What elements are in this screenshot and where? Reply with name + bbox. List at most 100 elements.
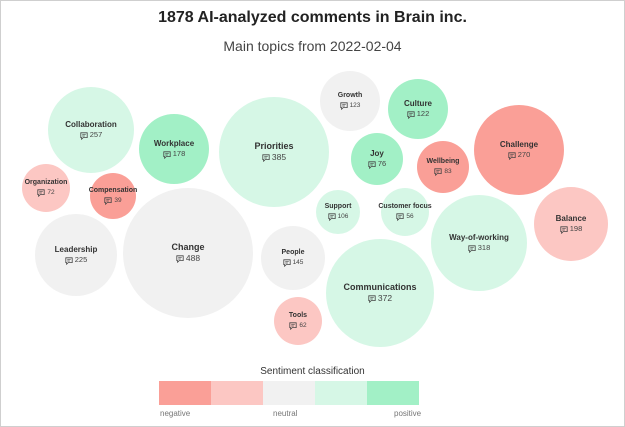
topic-count-value: 270 [517,150,531,160]
topic-bubble-wellbeing[interactable]: Wellbeing 83 [417,141,469,193]
topic-bubble-joy[interactable]: Joy 76 [351,133,403,185]
topic-bubble-customer-focus[interactable]: Customer focus 56 [378,188,432,236]
topic-comment-count: 76 [368,160,386,169]
topic-count-value: 145 [292,259,304,267]
topic-name: Growth [337,91,363,99]
topic-comment-count: 372 [368,294,392,304]
topic-name: People [281,248,305,256]
topic-bubble-culture[interactable]: Culture 122 [388,79,448,139]
topic-count-value: 83 [444,168,452,176]
legend-swatch-slightly-negative[interactable] [211,381,263,405]
topic-comment-count: 122 [407,109,430,119]
topic-count-value: 178 [172,149,186,159]
comment-icon [560,225,568,234]
topic-count-value: 385 [271,152,287,163]
topic-bubble-challenge[interactable]: Challenge 270 [474,105,564,195]
comment-icon [396,213,404,222]
comment-icon [176,255,184,264]
legend-swatch-slightly-positive[interactable] [315,381,367,405]
comment-icon [65,256,73,265]
topic-bubble-collaboration[interactable]: Collaboration 257 [48,87,134,173]
comment-icon [37,189,45,198]
topic-name: Workplace [153,139,195,149]
topic-name: Customer focus [378,202,432,210]
topic-count-value: 225 [74,255,88,265]
topic-bubble-priorities[interactable]: Priorities 385 [219,97,329,207]
comment-icon [80,131,88,140]
comment-icon [289,322,297,331]
topic-bubble-communications[interactable]: Communications 372 [326,239,434,347]
topic-name: Tools [288,311,308,319]
topic-name: Way-of-working [449,233,509,243]
topic-comment-count: 56 [396,213,414,222]
topic-count-value: 198 [569,224,583,234]
comment-icon [407,110,415,119]
page-subtitle: Main topics from 2022-02-04 [223,38,402,54]
page-title: 1878 AI-analyzed comments in Brain inc. [158,9,467,26]
legend-swatch-negative[interactable] [159,381,211,405]
comment-icon [339,102,348,111]
legend-label-negative: negative [160,409,191,418]
topic-comment-count: 72 [37,189,55,198]
topic-comment-count: 257 [80,130,103,140]
topic-bubble-tools[interactable]: Tools 62 [274,297,322,345]
topic-name: Leadership [54,245,98,255]
legend-title: Sentiment classification [260,366,365,377]
comment-icon [327,213,336,222]
topic-comment-count: 488 [176,254,200,264]
topic-bubble-support[interactable]: Support 106 [316,190,360,234]
topic-comment-count: 198 [560,224,583,234]
comment-icon [368,160,376,169]
topic-name: Communications [343,281,417,292]
comment-icon [508,151,516,160]
topic-comment-count: 385 [262,153,286,163]
topic-name: Challenge [499,140,539,150]
topic-comment-count: 225 [65,255,88,265]
topic-count-value: 122 [416,109,430,119]
topic-comment-count: 39 [104,197,122,206]
topic-comment-count: 270 [508,150,531,160]
topic-count-value: 39 [114,197,122,205]
topic-name: Collaboration [65,120,117,130]
comment-icon [262,154,270,163]
topic-count-value: 76 [377,159,387,169]
topic-bubble-workplace[interactable]: Workplace 178 [139,114,209,184]
comment-icon [368,295,376,304]
legend-swatch-positive[interactable] [367,381,419,405]
topic-count-value: 72 [47,189,55,197]
topic-count-value: 62 [299,322,307,330]
comment-icon [468,244,476,253]
topic-comment-count: 145 [282,259,304,268]
topic-count-value: 318 [477,243,491,253]
topic-comment-count: 62 [289,322,307,331]
topic-bubble-people[interactable]: People 145 [261,226,325,290]
topic-name: Culture [404,99,432,109]
legend-label-neutral: neutral [273,409,298,418]
topic-comment-count: 318 [468,243,491,253]
comment-icon [282,259,291,268]
topic-name: Wellbeing [426,157,460,165]
topic-count-value: 106 [337,213,349,221]
topic-comment-count: 83 [434,168,452,177]
topic-bubble-change[interactable]: Change 488 [123,188,253,318]
topic-bubble-balance[interactable]: Balance 198 [534,187,608,261]
topic-name: Priorities [254,140,294,151]
sentiment-legend [159,381,419,405]
topic-comment-count: 106 [327,213,349,222]
topic-bubble-organization[interactable]: Organization 72 [22,164,70,212]
topic-bubble-compensation[interactable]: Compensation 39 [88,173,138,219]
topic-name: Support [324,202,352,210]
topic-count-value: 488 [185,253,201,264]
topic-name: Joy [370,149,384,159]
topic-count-value: 257 [89,130,103,140]
topic-bubble-way-of-working[interactable]: Way-of-working 318 [431,195,527,291]
comment-icon [434,168,442,177]
topic-count-value: 56 [406,213,414,221]
topic-name: Compensation [88,186,138,194]
topic-name: Change [171,241,205,252]
topic-comment-count: 178 [163,149,186,159]
topic-bubble-leadership[interactable]: Leadership 225 [35,214,117,296]
legend-swatch-neutral[interactable] [263,381,315,405]
topic-bubble-growth[interactable]: Growth 123 [320,71,380,131]
